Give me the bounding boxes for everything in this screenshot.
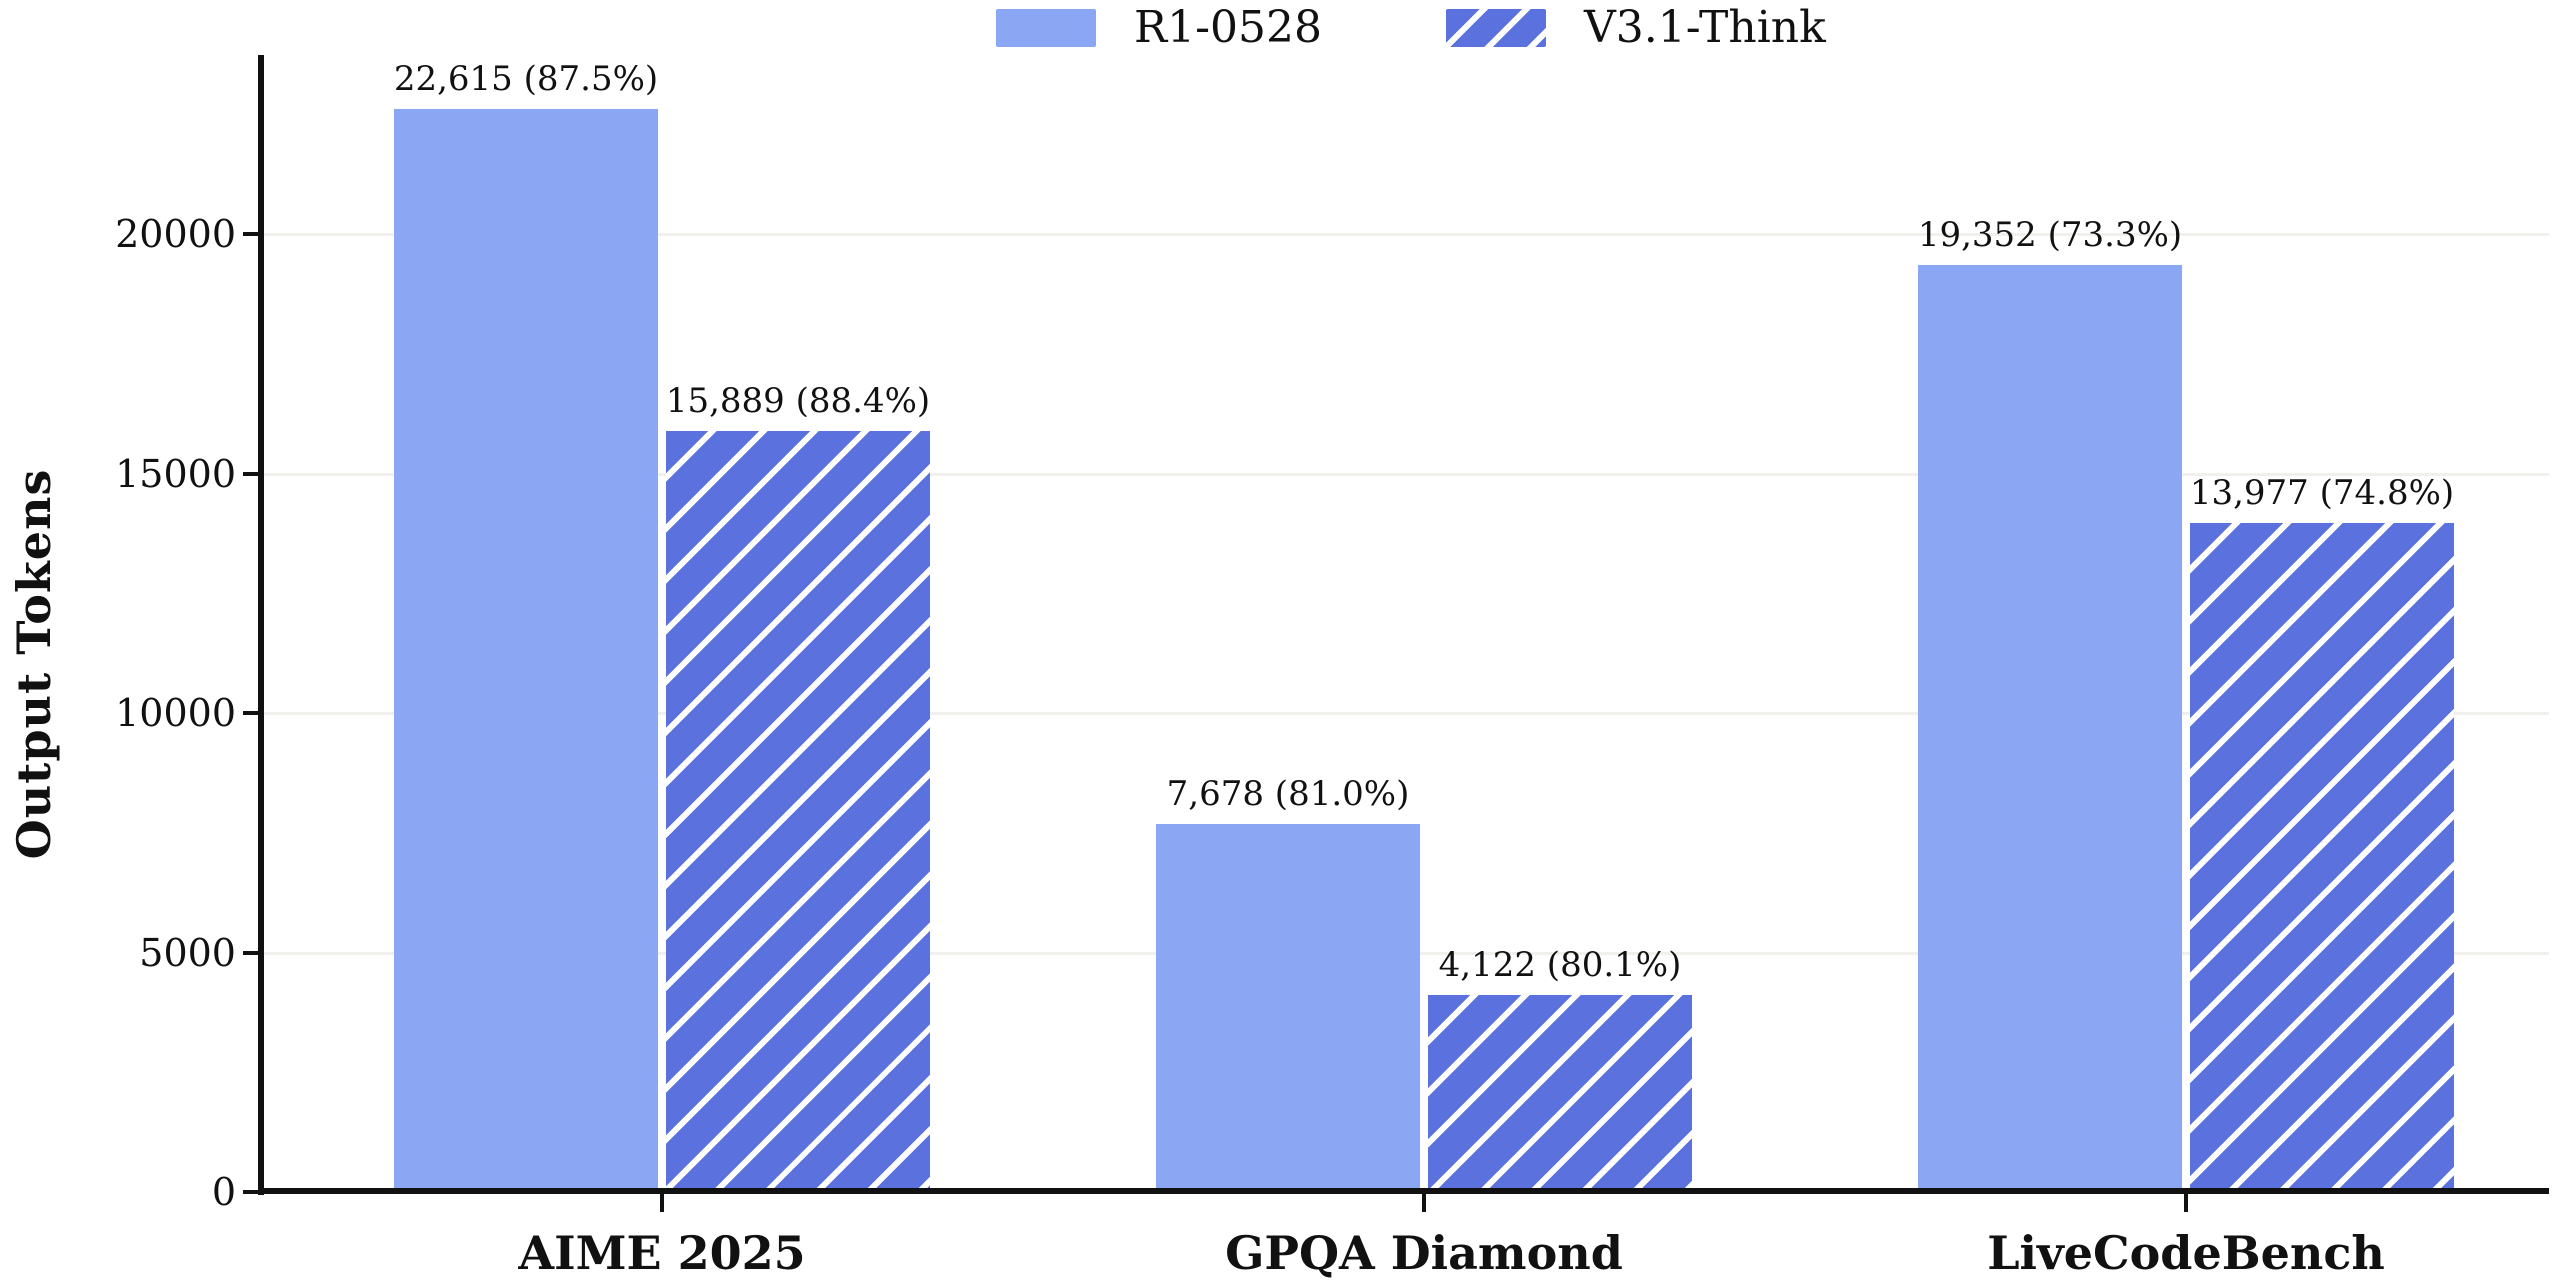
legend-spacer [1322, 28, 1446, 29]
x-tick-mark-gpqa-diamond [1422, 1194, 1426, 1212]
value-label-r1-0528-gpqa-diamond: 7,678 (81.0%) [1166, 774, 1410, 815]
legend-swatch-r1-0528 [996, 9, 1096, 47]
x-tick-label-aime-2025: AIME 2025 [518, 1226, 806, 1280]
y-tick-label-0: 0 [211, 1170, 236, 1214]
value-label-v3-1-think-livecodebench: 13,977 (74.8%) [2189, 472, 2455, 513]
legend: R1-0528 V3.1-Think [996, 2, 1826, 54]
value-label-r1-0528-livecodebench: 19,352 (73.3%) [1917, 215, 2183, 256]
gridline-20000 [263, 233, 2549, 236]
y-tick-mark-20000 [243, 232, 263, 236]
x-tick-mark-livecodebench [2184, 1194, 2188, 1212]
value-label-r1-0528-aime-2025: 22,615 (87.5%) [393, 58, 659, 99]
bar-v3-1-think-gpqa-diamond [1428, 994, 1692, 1192]
legend-item-r1-0528: R1-0528 [996, 2, 1322, 54]
y-tick-label-5000: 5000 [139, 930, 236, 975]
x-axis-line [258, 1188, 2549, 1194]
y-tick-mark-15000 [243, 471, 263, 476]
gridline-15000 [263, 472, 2549, 476]
bar-v3-1-think-livecodebench [2190, 522, 2454, 1192]
y-tick-mark-10000 [243, 711, 263, 715]
value-label-v3-1-think-aime-2025: 15,889 (88.4%) [665, 380, 931, 421]
gridline-10000 [263, 712, 2549, 715]
legend-item-v3-1-think: V3.1-Think [1445, 2, 1826, 54]
y-axis-line [258, 55, 264, 1195]
x-tick-mark-aime-2025 [660, 1194, 664, 1212]
bar-r1-0528-aime-2025 [394, 108, 658, 1192]
legend-label-v3-1-think: V3.1-Think [1583, 2, 1826, 53]
bar-v3-1-think-aime-2025 [666, 430, 930, 1192]
x-tick-label-gpqa-diamond: GPQA Diamond [1225, 1226, 1623, 1280]
y-tick-mark-0 [243, 1190, 263, 1194]
x-tick-label-livecodebench: LiveCodeBench [1987, 1226, 2385, 1280]
y-tick-label-20000: 20000 [115, 212, 236, 256]
legend-label-r1-0528: R1-0528 [1134, 2, 1322, 53]
legend-swatch-v3-1-think [1445, 9, 1546, 47]
value-label-v3-1-think-gpqa-diamond: 4,122 (80.1%) [1438, 944, 1682, 985]
y-tick-label-15000: 15000 [115, 451, 236, 496]
bar-r1-0528-livecodebench [1918, 265, 2182, 1192]
bar-r1-0528-gpqa-diamond [1156, 824, 1420, 1192]
y-tick-label-10000: 10000 [115, 691, 236, 735]
y-tick-mark-5000 [243, 950, 263, 955]
